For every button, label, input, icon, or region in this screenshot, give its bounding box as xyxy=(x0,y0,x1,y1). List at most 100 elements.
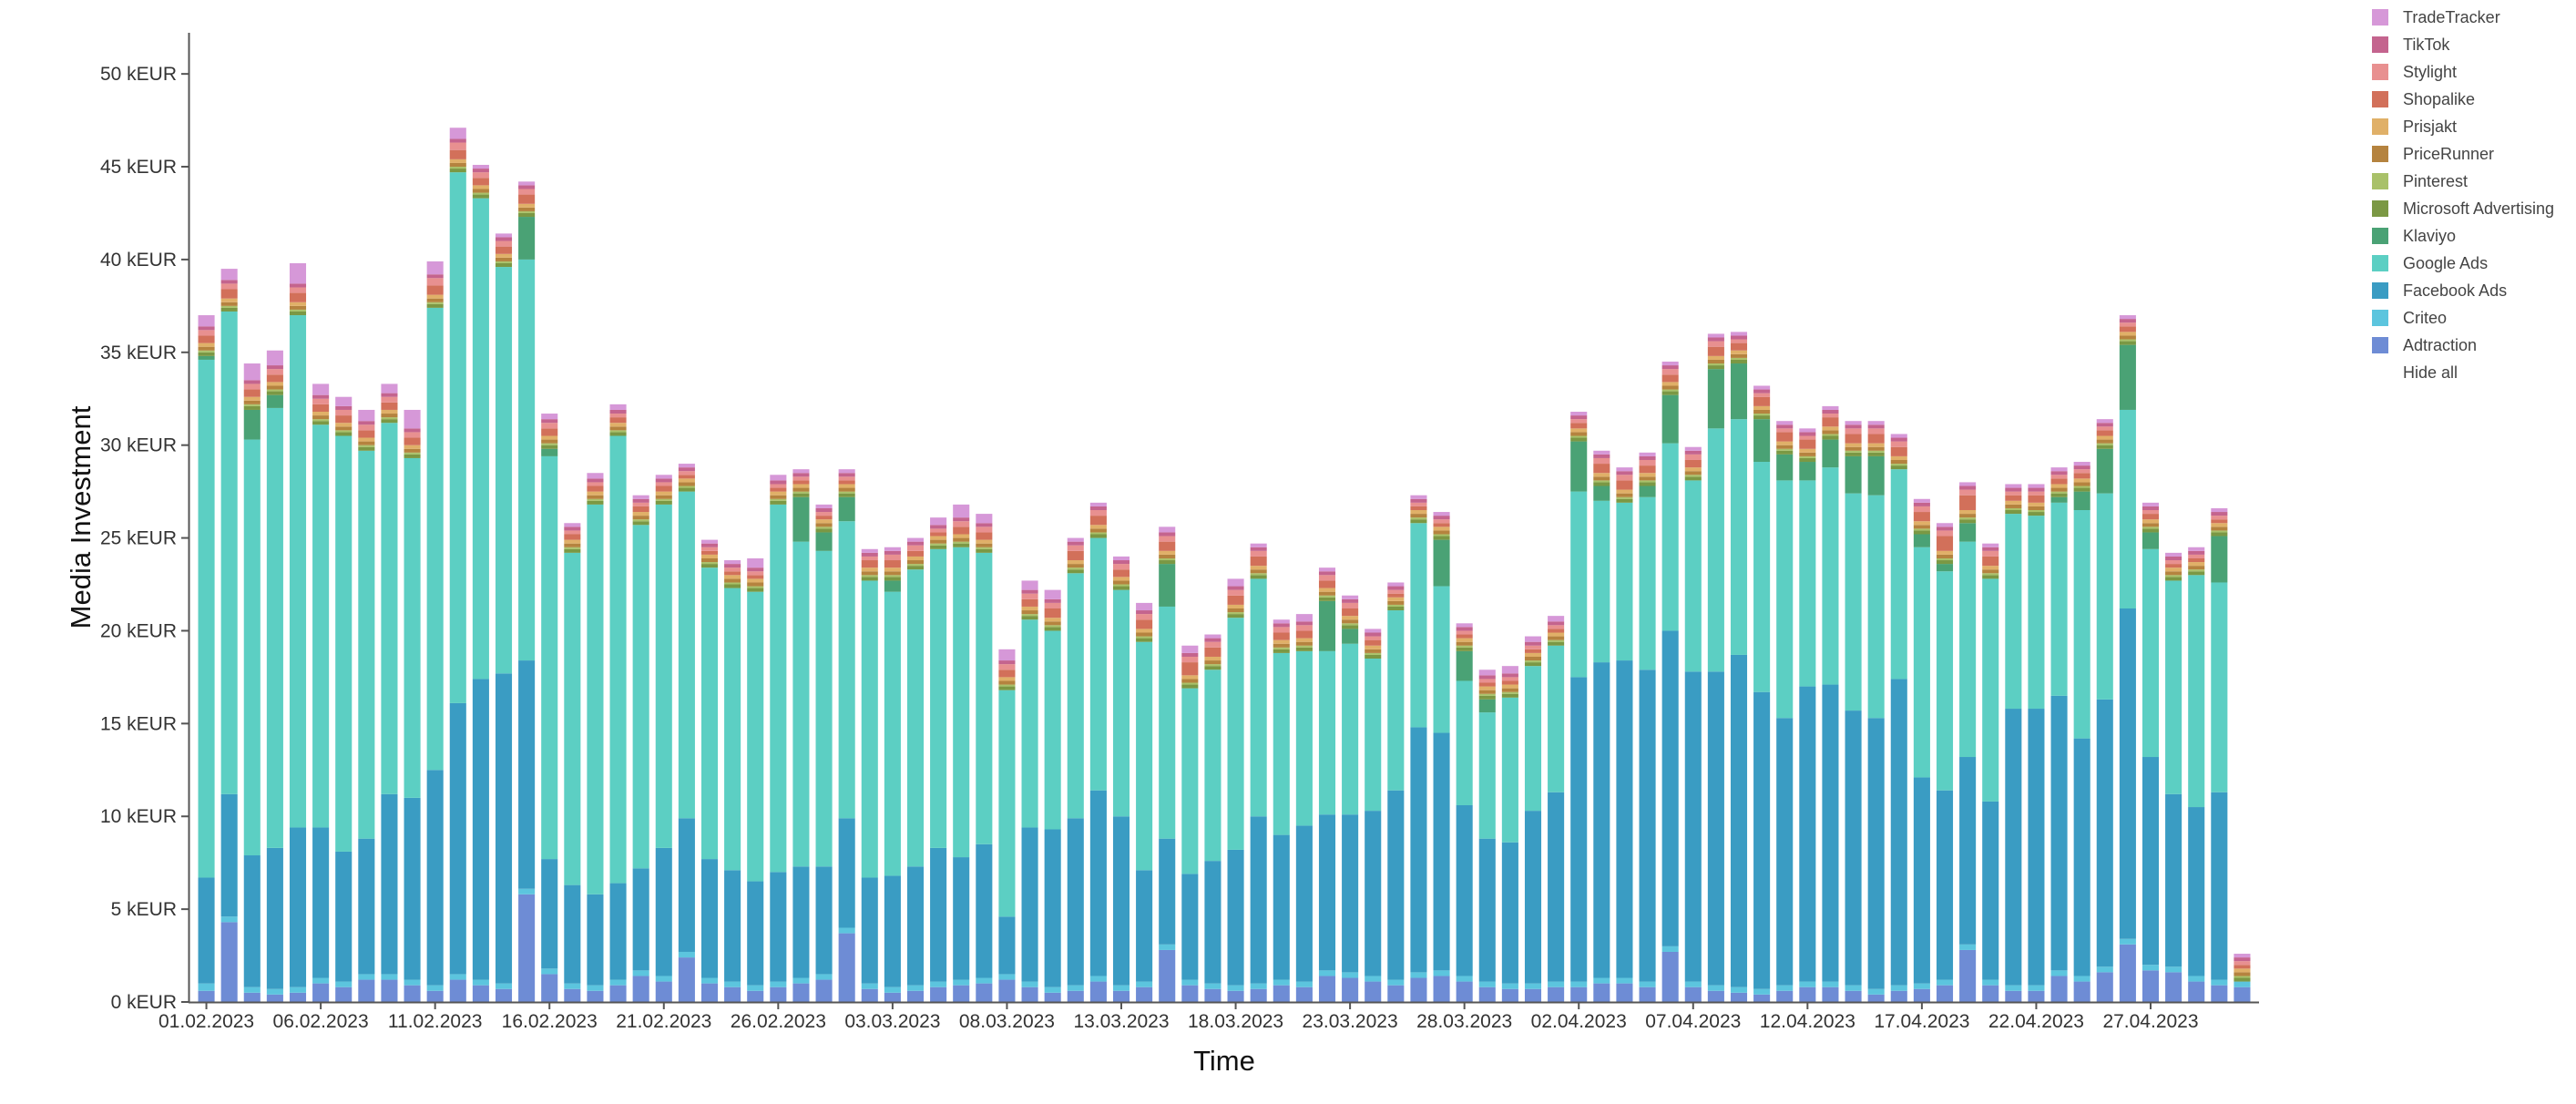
bar-segment-prisjakt[interactable] xyxy=(838,484,855,488)
bar-segment-shopalike[interactable] xyxy=(1524,649,1542,653)
bar-segment-adtraction[interactable] xyxy=(724,986,741,1002)
bar-segment-facebook-ads[interactable] xyxy=(632,868,649,971)
bar-segment-pricerunner[interactable] xyxy=(449,162,466,168)
bar-segment-google-ads[interactable] xyxy=(770,504,787,873)
bar-segment-google-ads[interactable] xyxy=(358,450,375,839)
bar-segment-pinterest[interactable] xyxy=(1753,414,1771,416)
bar-segment-shopalike[interactable] xyxy=(1044,608,1061,618)
bar-segment-pinterest[interactable] xyxy=(495,261,513,263)
bar-segment-tiktok[interactable] xyxy=(1684,450,1702,455)
bar-segment-adtraction[interactable] xyxy=(838,933,855,1002)
bar-segment-adtraction[interactable] xyxy=(198,990,215,1002)
bar-segment-facebook-ads[interactable] xyxy=(976,843,993,978)
bar-segment-tradetracker[interactable] xyxy=(1936,523,1954,527)
bar-segment-criteo[interactable] xyxy=(220,916,238,923)
bar-segment-pricerunner[interactable] xyxy=(609,426,627,431)
bar-segment-microsoft-advertising[interactable] xyxy=(1273,649,1290,653)
bar-segment-tradetracker[interactable] xyxy=(1410,495,1427,499)
bar-segment-microsoft-advertising[interactable] xyxy=(2142,528,2160,533)
bar-segment-stylight[interactable] xyxy=(1456,630,1473,635)
bar-segment-shopalike[interactable] xyxy=(609,417,627,424)
bar-segment-prisjakt[interactable] xyxy=(266,382,283,386)
bar-segment-tiktok[interactable] xyxy=(404,428,421,433)
bar-segment-adtraction[interactable] xyxy=(1753,994,1771,1002)
bar-segment-shopalike[interactable] xyxy=(1273,632,1290,640)
bar-segment-stylight[interactable] xyxy=(1707,341,1724,347)
bar-segment-facebook-ads[interactable] xyxy=(449,702,466,975)
bar-segment-microsoft-advertising[interactable] xyxy=(609,432,627,436)
bar-segment-google-ads[interactable] xyxy=(1067,573,1084,819)
bar-segment-criteo[interactable] xyxy=(2119,938,2136,945)
bar-segment-adtraction[interactable] xyxy=(1250,988,1267,1002)
bar-segment-microsoft-advertising[interactable] xyxy=(1548,641,1565,646)
bar-segment-shopalike[interactable] xyxy=(335,415,353,424)
bar-segment-microsoft-advertising[interactable] xyxy=(1867,452,1885,456)
bar-segment-stylight[interactable] xyxy=(930,528,947,533)
bar-segment-google-ads[interactable] xyxy=(838,521,855,819)
bar-segment-tradetracker[interactable] xyxy=(404,409,421,429)
bar-segment-criteo[interactable] xyxy=(1822,981,1839,987)
bar-segment-pricerunner[interactable] xyxy=(2165,571,2182,576)
bar-segment-criteo[interactable] xyxy=(2096,966,2113,973)
bar-segment-microsoft-advertising[interactable] xyxy=(335,432,353,436)
bar-segment-tiktok[interactable] xyxy=(1845,424,1862,429)
bar-segment-stylight[interactable] xyxy=(2096,426,2113,431)
bar-segment-pinterest[interactable] xyxy=(289,309,307,312)
bar-segment-google-ads[interactable] xyxy=(1478,712,1496,839)
bar-segment-google-ads[interactable] xyxy=(1776,480,1794,719)
bar-segment-prisjakt[interactable] xyxy=(2142,519,2160,524)
bar-segment-tradetracker[interactable] xyxy=(1342,595,1359,599)
bar-segment-facebook-ads[interactable] xyxy=(1387,790,1405,980)
bar-segment-adtraction[interactable] xyxy=(1227,990,1244,1002)
bar-segment-facebook-ads[interactable] xyxy=(930,847,947,982)
bar-segment-pinterest[interactable] xyxy=(2096,443,2113,445)
bar-segment-microsoft-advertising[interactable] xyxy=(1707,365,1724,370)
bar-segment-prisjakt[interactable] xyxy=(861,567,878,572)
bar-segment-shopalike[interactable] xyxy=(1295,630,1313,639)
bar-segment-adtraction[interactable] xyxy=(1365,981,1382,1002)
bar-segment-shopalike[interactable] xyxy=(678,475,695,479)
bar-segment-prisjakt[interactable] xyxy=(426,294,444,299)
bar-segment-tiktok[interactable] xyxy=(1478,675,1496,680)
bar-segment-google-ads[interactable] xyxy=(1112,589,1130,817)
bar-segment-adtraction[interactable] xyxy=(930,986,947,1002)
bar-segment-prisjakt[interactable] xyxy=(1433,526,1450,531)
bar-segment-stylight[interactable] xyxy=(495,240,513,247)
bar-segment-pricerunner[interactable] xyxy=(426,298,444,302)
bar-segment-microsoft-advertising[interactable] xyxy=(998,686,1016,690)
bar-segment-adtraction[interactable] xyxy=(1159,949,1176,1002)
bar-segment-microsoft-advertising[interactable] xyxy=(449,169,466,173)
bar-segment-google-ads[interactable] xyxy=(953,547,970,858)
bar-segment-google-ads[interactable] xyxy=(220,311,238,794)
bar-segment-criteo[interactable] xyxy=(358,974,375,980)
bar-segment-tradetracker[interactable] xyxy=(1089,502,1107,506)
bar-segment-pricerunner[interactable] xyxy=(884,571,901,576)
bar-segment-tradetracker[interactable] xyxy=(1822,405,1839,410)
bar-segment-tiktok[interactable] xyxy=(2142,506,2160,510)
bar-segment-criteo[interactable] xyxy=(678,951,695,958)
bar-segment-tradetracker[interactable] xyxy=(1593,450,1610,455)
bar-segment-klaviyo[interactable] xyxy=(1936,564,1954,572)
bar-segment-google-ads[interactable] xyxy=(2050,502,2068,696)
bar-segment-facebook-ads[interactable] xyxy=(1159,838,1176,945)
bar-segment-tiktok[interactable] xyxy=(449,138,466,143)
bar-segment-adtraction[interactable] xyxy=(1112,990,1130,1002)
bar-segment-tradetracker[interactable] xyxy=(1867,421,1885,425)
bar-segment-adtraction[interactable] xyxy=(426,990,444,1002)
bar-segment-google-ads[interactable] xyxy=(2142,548,2160,758)
bar-segment-microsoft-advertising[interactable] xyxy=(1021,616,1038,620)
bar-segment-pricerunner[interactable] xyxy=(655,495,672,499)
bar-segment-google-ads[interactable] xyxy=(2028,516,2045,710)
bar-segment-stylight[interactable] xyxy=(1250,550,1267,557)
bar-segment-prisjakt[interactable] xyxy=(632,512,649,516)
bar-segment-prisjakt[interactable] xyxy=(1044,618,1061,622)
bar-segment-pinterest[interactable] xyxy=(1913,528,1930,531)
bar-segment-klaviyo[interactable] xyxy=(838,496,855,522)
bar-segment-pinterest[interactable] xyxy=(426,302,444,304)
bar-segment-pinterest[interactable] xyxy=(1456,645,1473,648)
bar-segment-microsoft-advertising[interactable] xyxy=(792,493,810,497)
bar-segment-adtraction[interactable] xyxy=(976,983,993,1002)
bar-segment-tiktok[interactable] xyxy=(2028,487,2045,492)
bar-segment-tradetracker[interactable] xyxy=(1684,446,1702,451)
bar-segment-tiktok[interactable] xyxy=(2234,957,2251,962)
